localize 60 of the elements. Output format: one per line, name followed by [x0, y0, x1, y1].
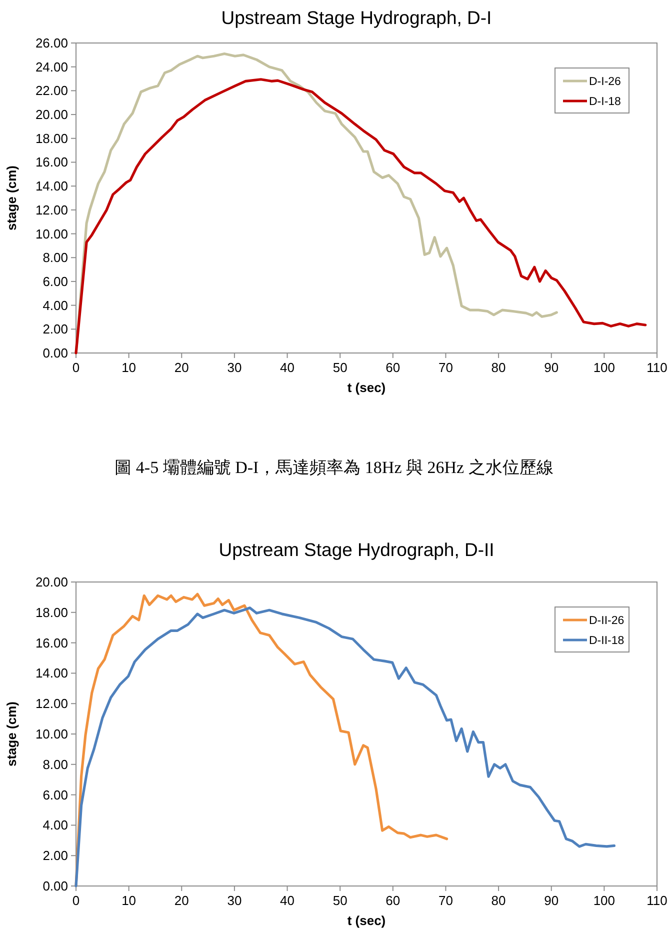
y-tick-label: 12.00 [35, 696, 68, 712]
x-tick-label: 0 [72, 893, 80, 908]
caption: 圖 4-5 壩體編號 D-I，馬達頻率為 18Hz 與 26Hz 之水位歷線 [114, 458, 554, 477]
x-tick-label: 30 [227, 893, 242, 908]
legend-label: D-II-26 [589, 615, 624, 627]
y-tick-label: 20.00 [35, 574, 68, 590]
y-tick-label: 10.00 [35, 726, 68, 742]
x-tick-label: 20 [174, 360, 189, 375]
x-tick-label: 40 [280, 893, 295, 908]
x-tick-label: 70 [438, 360, 453, 375]
chart-title: Upstream Stage Hydrograph, D-II [218, 539, 494, 560]
y-tick-label: 10.00 [35, 226, 68, 242]
x-tick-label: 10 [122, 360, 136, 375]
x-tick-label: 50 [332, 360, 348, 375]
y-tick-label: 2.00 [42, 322, 68, 337]
x-tick-label: 10 [122, 893, 136, 908]
y-axis-title: stage (cm) [4, 701, 19, 767]
legend-label: D-I-26 [589, 76, 621, 88]
y-tick-label: 0.00 [42, 878, 68, 894]
y-tick-label: 14.00 [35, 666, 68, 681]
y-tick-label: 0.00 [42, 346, 68, 360]
y-tick-label: 18.00 [35, 604, 68, 620]
x-axis-title: t (sec) [347, 913, 386, 928]
x-tick-label: 100 [593, 360, 616, 375]
y-tick-label: 22.00 [35, 83, 68, 98]
legend-label: D-II-18 [589, 635, 624, 647]
y-tick-label: 8.00 [42, 756, 68, 772]
y-tick-label: 6.00 [42, 274, 68, 289]
x-tick-label: 0 [72, 360, 80, 375]
y-axis-title: stage (cm) [4, 165, 19, 231]
x-tick-label: 110 [646, 360, 668, 375]
y-tick-label: 20.00 [35, 107, 68, 122]
y-tick-label: 4.00 [42, 298, 68, 313]
x-tick-label: 110 [646, 893, 668, 908]
y-tick-label: 4.00 [42, 818, 68, 833]
x-tick-label: 50 [332, 893, 348, 908]
x-tick-label: 90 [544, 893, 559, 908]
x-tick-label: 80 [491, 893, 506, 908]
y-tick-label: 24.00 [35, 59, 68, 74]
y-tick-label: 14.00 [35, 178, 68, 194]
x-tick-label: 70 [438, 893, 453, 908]
x-tick-label: 30 [227, 360, 242, 375]
x-tick-label: 60 [386, 893, 400, 908]
y-tick-label: 6.00 [42, 787, 68, 802]
x-tick-label: 90 [544, 360, 559, 375]
x-tick-label: 80 [491, 360, 506, 375]
y-tick-label: 16.00 [35, 635, 68, 650]
x-tick-label: 40 [280, 360, 295, 375]
x-tick-label: 20 [174, 893, 189, 908]
legend-label: D-I-18 [589, 96, 621, 108]
x-tick-label: 60 [386, 360, 400, 375]
y-tick-label: 16.00 [35, 154, 68, 170]
y-tick-label: 2.00 [42, 848, 68, 864]
y-tick-label: 18.00 [35, 130, 68, 146]
x-axis-title: t (sec) [347, 380, 386, 395]
y-tick-label: 12.00 [35, 202, 68, 218]
x-tick-label: 100 [593, 893, 616, 908]
y-tick-label: 8.00 [42, 250, 68, 266]
y-tick-label: 26.00 [35, 36, 68, 50]
chart-title: Upstream Stage Hydrograph, D-I [221, 7, 492, 28]
